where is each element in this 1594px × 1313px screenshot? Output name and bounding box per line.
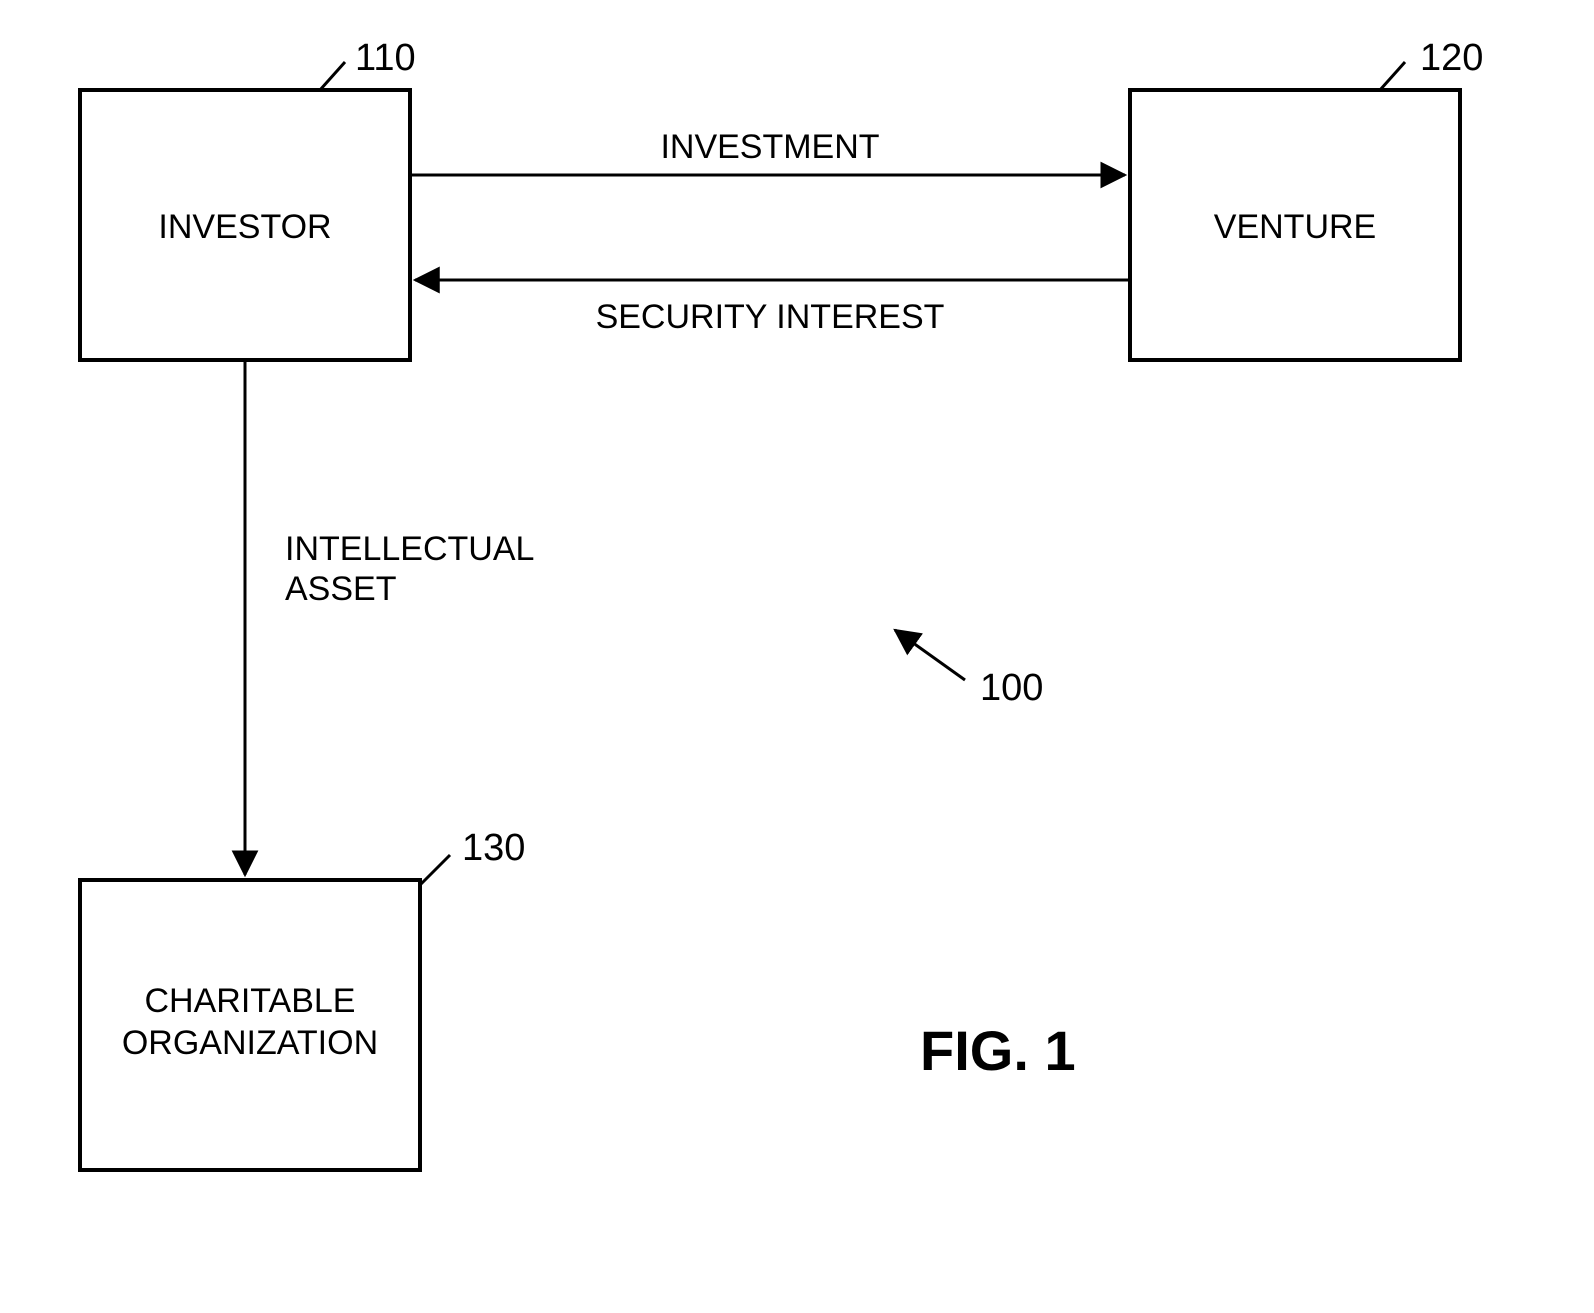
node-charity-label-line2: ORGANIZATION — [122, 1024, 378, 1062]
edge-security-interest: SECURITY INTEREST — [415, 280, 1130, 336]
diagram-canvas: INVESTOR 110 VENTURE 120 CHARITABLE ORGA… — [0, 0, 1594, 1313]
edge-intellectual-asset-label-line1: INTELLECTUAL — [285, 530, 534, 568]
node-charity-label-line1: CHARITABLE — [145, 982, 356, 1020]
edge-intellectual-asset: INTELLECTUAL ASSET — [245, 360, 534, 875]
figure-label: FIG. 1 — [920, 1019, 1076, 1082]
pointer-100: 100 — [895, 630, 1043, 709]
node-venture-label: VENTURE — [1214, 208, 1376, 246]
node-investor-ref: 110 — [355, 37, 416, 79]
node-investor: INVESTOR 110 — [80, 37, 416, 360]
node-venture: VENTURE 120 — [1130, 37, 1483, 360]
node-venture-ref: 120 — [1420, 37, 1483, 79]
edge-investment: INVESTMENT — [410, 128, 1125, 175]
pointer-100-ref: 100 — [980, 667, 1043, 709]
edge-intellectual-asset-label-line2: ASSET — [285, 570, 396, 608]
edge-investment-label: INVESTMENT — [660, 128, 879, 166]
node-investor-label: INVESTOR — [158, 208, 331, 246]
node-charity: CHARITABLE ORGANIZATION 130 — [80, 827, 525, 1170]
node-charity-ref: 130 — [462, 827, 525, 869]
edge-security-interest-label: SECURITY INTEREST — [596, 298, 945, 336]
